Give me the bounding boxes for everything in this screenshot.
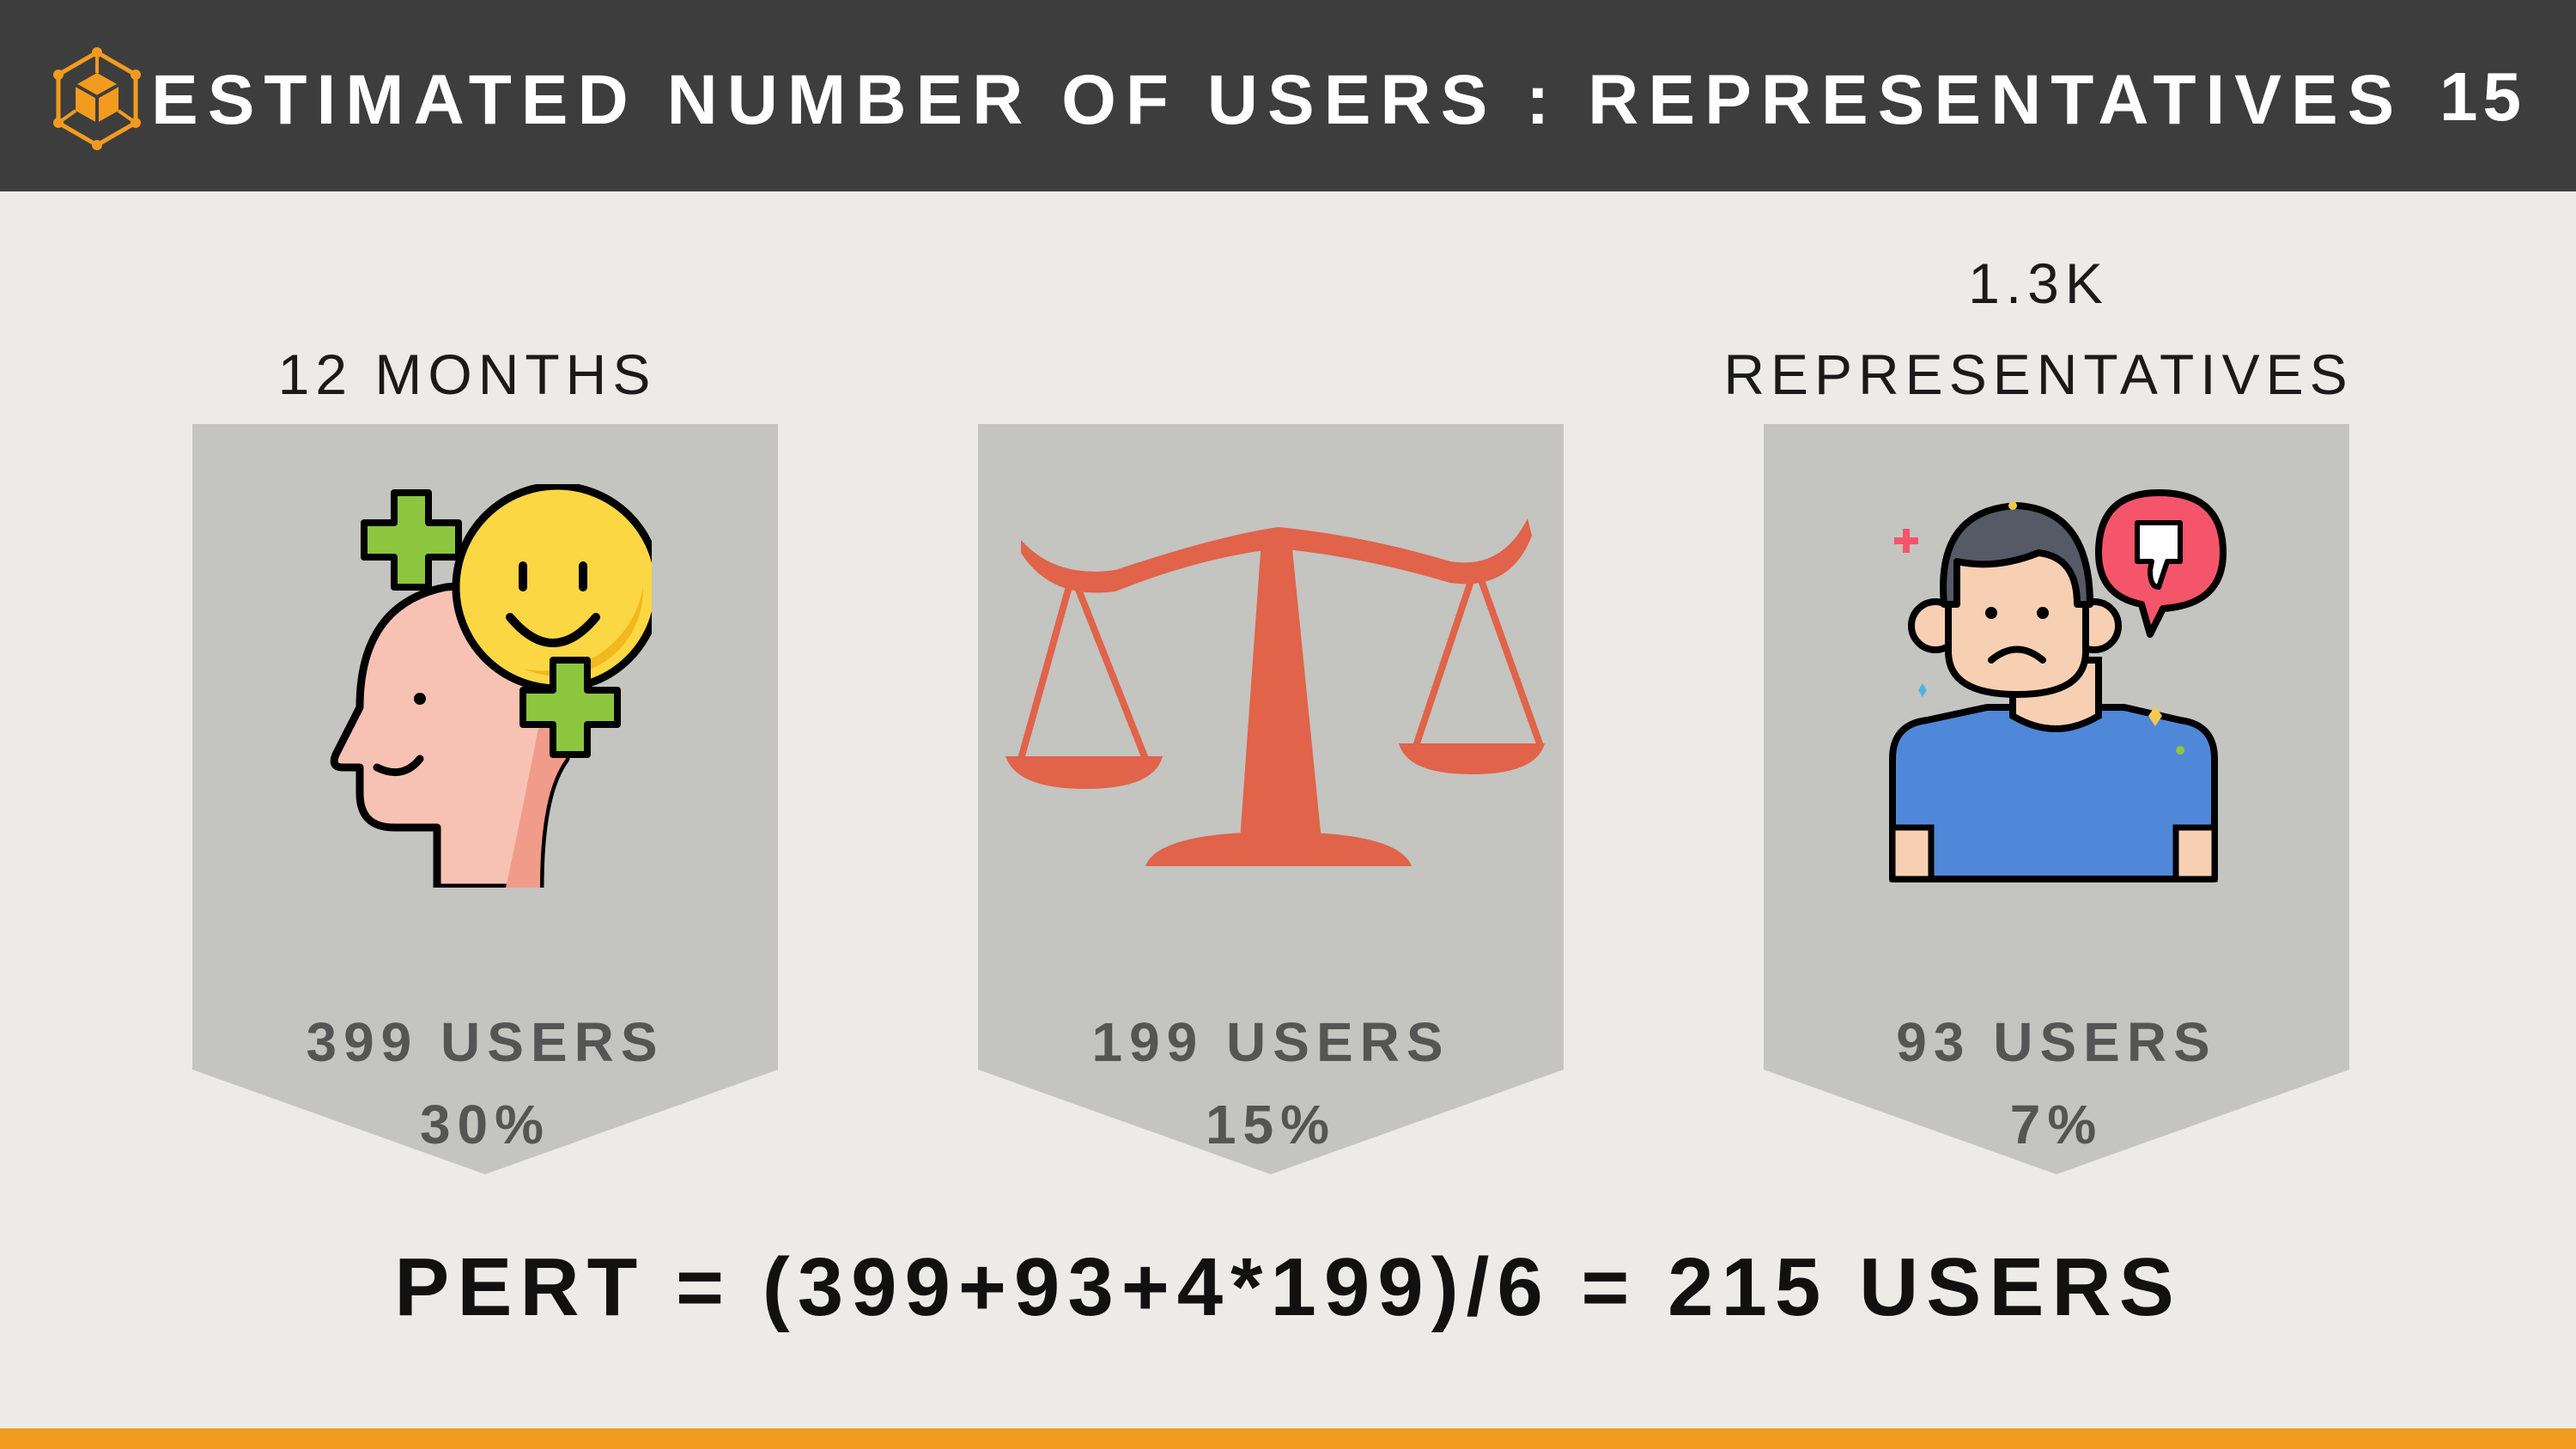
card-representatives: 93 USERS 7% [1764,424,2349,1174]
users-percent: 15% [1205,1094,1337,1155]
card-scale: 199 USERS 15% [978,424,1564,1174]
header-bar: ESTIMATED NUMBER OF USERS : REPRESENTATI… [0,0,2576,191]
cube-network-icon [53,47,141,150]
users-percent: 7% [2009,1094,2104,1155]
balance-scale-icon [1005,518,1545,866]
sad-person-thumbs-down-icon [1889,489,2227,882]
label-representatives: REPRESENTATIVES [1723,343,2354,406]
page-title: ESTIMATED NUMBER OF USERS : REPRESENTATI… [151,61,2404,139]
pert-formula: PERT = (399+93+4*199)/6 = 215 USERS [394,1241,2182,1333]
label-12-months: 12 MONTHS [277,343,657,406]
page-number: 15 [2439,58,2526,135]
users-percent: 30% [419,1094,551,1155]
footer-accent-bar [0,1428,2576,1449]
happy-head-icon [330,484,652,888]
users-count: 399 USERS [306,1011,665,1073]
label-representatives-count: 1.3K [1968,252,2109,315]
users-count: 93 USERS [1896,1011,2217,1073]
users-count: 199 USERS [1091,1011,1450,1073]
card-12-months: 399 USERS 30% [192,424,778,1174]
